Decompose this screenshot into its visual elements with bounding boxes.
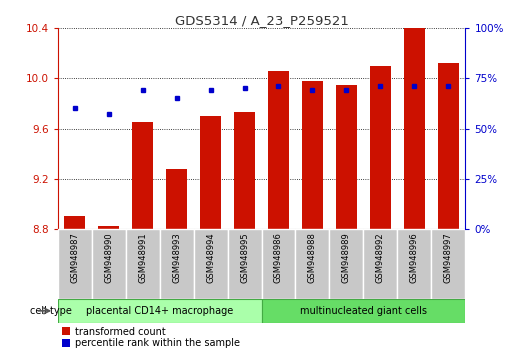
Bar bbox=[126, 229, 160, 299]
Bar bbox=[64, 216, 85, 229]
Text: GSM948995: GSM948995 bbox=[240, 232, 249, 283]
Text: GSM948994: GSM948994 bbox=[206, 232, 215, 283]
Legend: transformed count, percentile rank within the sample: transformed count, percentile rank withi… bbox=[62, 326, 240, 348]
Bar bbox=[370, 66, 391, 229]
Bar bbox=[58, 299, 262, 323]
Text: GSM948987: GSM948987 bbox=[70, 232, 79, 283]
Text: cell type: cell type bbox=[30, 306, 72, 316]
Bar bbox=[268, 71, 289, 229]
Bar bbox=[228, 229, 262, 299]
Bar bbox=[58, 229, 92, 299]
Text: GSM948989: GSM948989 bbox=[342, 232, 351, 283]
Bar bbox=[336, 85, 357, 229]
Text: multinucleated giant cells: multinucleated giant cells bbox=[300, 306, 427, 316]
Bar bbox=[166, 169, 187, 229]
Bar bbox=[194, 229, 228, 299]
Text: GSM948991: GSM948991 bbox=[138, 232, 147, 283]
Text: GSM948993: GSM948993 bbox=[172, 232, 181, 283]
Text: GSM948997: GSM948997 bbox=[444, 232, 453, 283]
Bar bbox=[200, 116, 221, 229]
Text: GSM948992: GSM948992 bbox=[376, 232, 385, 283]
Bar bbox=[160, 229, 194, 299]
Text: GSM948986: GSM948986 bbox=[274, 232, 283, 283]
Bar bbox=[262, 229, 295, 299]
Text: GSM948990: GSM948990 bbox=[104, 232, 113, 283]
Text: GSM948996: GSM948996 bbox=[410, 232, 419, 283]
Bar bbox=[404, 28, 425, 229]
Bar bbox=[431, 229, 465, 299]
Bar bbox=[262, 299, 465, 323]
Bar bbox=[92, 229, 126, 299]
Bar bbox=[98, 226, 119, 229]
Bar bbox=[132, 122, 153, 229]
Text: placental CD14+ macrophage: placental CD14+ macrophage bbox=[86, 306, 233, 316]
Title: GDS5314 / A_23_P259521: GDS5314 / A_23_P259521 bbox=[175, 14, 348, 27]
Bar bbox=[397, 229, 431, 299]
Text: GSM948988: GSM948988 bbox=[308, 232, 317, 283]
Bar bbox=[363, 229, 397, 299]
Bar bbox=[302, 81, 323, 229]
Bar bbox=[329, 229, 363, 299]
Bar bbox=[234, 112, 255, 229]
Bar bbox=[438, 63, 459, 229]
Bar bbox=[295, 229, 329, 299]
